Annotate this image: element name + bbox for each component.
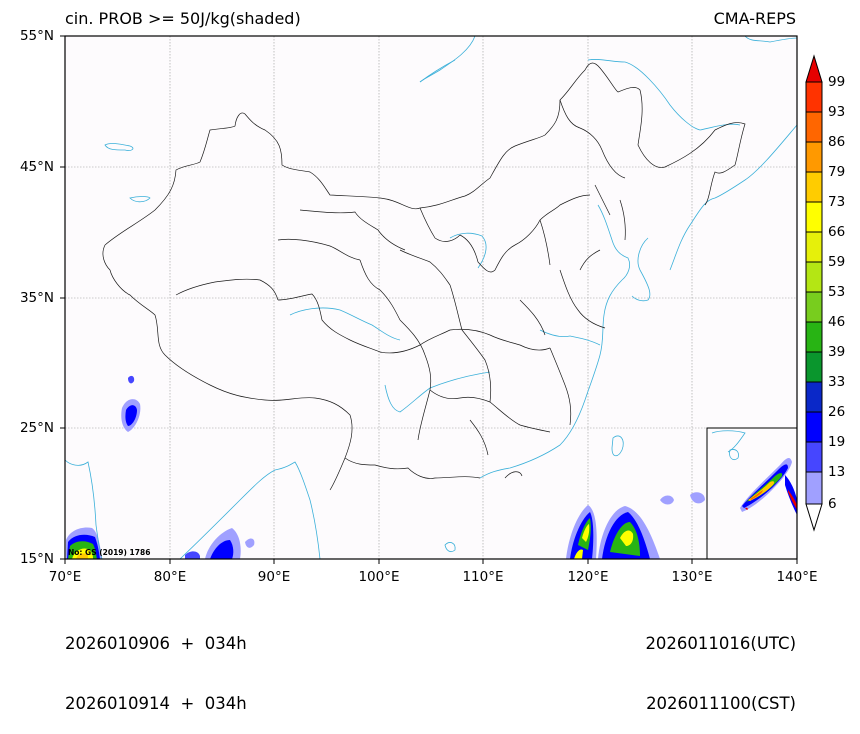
chart-title: cin. PROB >= 50J/kg(shaded) — [65, 9, 301, 28]
colorbar-label: 79 — [828, 164, 846, 180]
lon-tick-80e: 80°E — [153, 569, 187, 585]
colorbar-label: 99 — [828, 74, 846, 90]
lon-tick-70e: 70°E — [48, 569, 82, 585]
lon-tick-100e: 100°E — [358, 569, 400, 585]
colorbar-label: 26 — [828, 404, 846, 420]
coastlines-rivers — [65, 36, 797, 559]
probability-shading — [66, 375, 705, 559]
colorbar-label: 13 — [828, 464, 846, 480]
init-time-cst: 2026010914 + 034h — [65, 694, 247, 713]
colorbar-extend-min — [805, 503, 823, 532]
colorbar-label: 73 — [828, 194, 846, 210]
map-canvas — [60, 35, 823, 564]
init-time-utc: 2026010906 + 034h — [65, 634, 247, 653]
axes-frame — [60, 35, 798, 564]
lat-tick-35n: 35°N — [19, 290, 54, 306]
lon-tick-130e: 130°E — [671, 569, 713, 585]
lat-tick-25n: 25°N — [19, 420, 54, 436]
lon-tick-140e: 140°E — [776, 569, 818, 585]
valid-time-block: 2026011016(UTC) 2026011100(CST) — [645, 594, 796, 734]
colorbar-extend-max — [805, 54, 823, 83]
lon-tick-90e: 90°E — [257, 569, 291, 585]
colorbar-label: 39 — [828, 344, 846, 360]
colorbar-label: 66 — [828, 224, 846, 240]
lat-tick-15n: 15°N — [19, 551, 54, 567]
map-background — [65, 36, 797, 559]
gridlines — [65, 36, 797, 559]
colorbar-label: 53 — [828, 284, 846, 300]
lon-tick-120e: 120°E — [567, 569, 609, 585]
colorbar-label: 86 — [828, 134, 846, 150]
colorbar-label: 33 — [828, 374, 846, 390]
colorbar — [805, 54, 823, 532]
colorbar-label: 19 — [828, 434, 846, 450]
lat-tick-55n: 55°N — [19, 28, 54, 44]
init-time-block: 2026010906 + 034h 2026010914 + 034h — [65, 594, 247, 734]
lon-tick-110e: 110°E — [462, 569, 504, 585]
political-borders — [102, 62, 746, 491]
lat-tick-45n: 45°N — [19, 159, 54, 175]
valid-time-utc: 2026011016(UTC) — [645, 634, 796, 653]
colorbar-label: 6 — [828, 496, 837, 512]
model-name: CMA-REPS — [713, 9, 796, 28]
colorbar-label: 93 — [828, 104, 846, 120]
south-china-sea-inset — [706, 427, 798, 560]
map-approval-number: No: GS (2019) 1786 — [68, 548, 151, 557]
valid-time-cst: 2026011100(CST) — [646, 694, 796, 713]
colorbar-label: 59 — [828, 254, 846, 270]
colorbar-label: 46 — [828, 314, 846, 330]
